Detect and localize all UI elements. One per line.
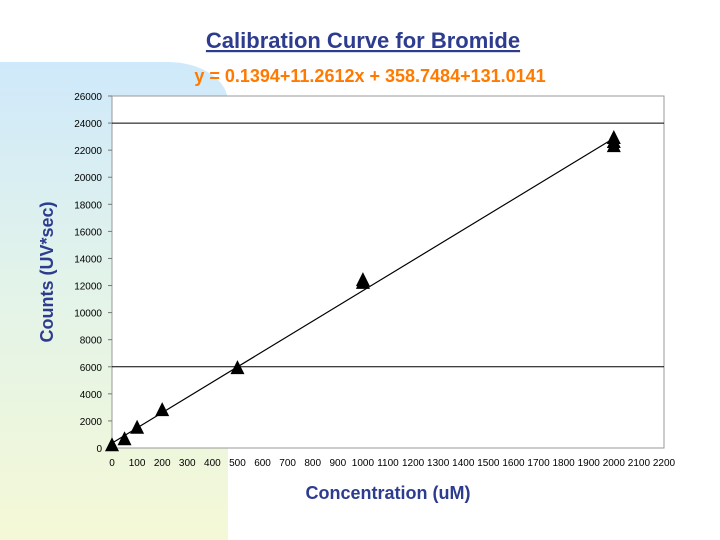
x-tick-label-500: 500 xyxy=(229,458,246,469)
y-tick-label-18000: 18000 xyxy=(74,200,102,211)
y-tick-label-24000: 24000 xyxy=(74,119,102,130)
data-point-marker xyxy=(130,419,145,434)
x-tick-label-2200: 2200 xyxy=(653,458,676,469)
x-tick-label-800: 800 xyxy=(304,458,321,469)
y-tick-label-14000: 14000 xyxy=(74,254,102,265)
data-point-marker xyxy=(105,437,119,452)
x-tick-label-100: 100 xyxy=(129,458,146,469)
x-tick-label-2100: 2100 xyxy=(628,458,651,469)
x-tick-label-1300: 1300 xyxy=(427,458,450,469)
x-axis-ticks: 0 100 200 300 400 500 600 700 800 900 1000 1100 1200… xyxy=(109,458,675,469)
x-tick-label-900: 900 xyxy=(329,458,346,469)
y-tick-label-4000: 4000 xyxy=(80,390,103,401)
x-tick-label-1000: 1000 xyxy=(352,458,375,469)
x-tick-label-1400: 1400 xyxy=(452,458,475,469)
x-tick-label-1900: 1900 xyxy=(578,458,601,469)
fit-line-layer xyxy=(111,137,615,444)
y-tick-label-0: 0 xyxy=(96,444,102,455)
fit-equation: y = 0.1394+11.2612x + 358.7484+131.0141 xyxy=(194,66,545,86)
y-tick-label-20000: 20000 xyxy=(74,173,102,184)
chart-title: Calibration Curve for Bromide xyxy=(206,28,520,53)
data-points xyxy=(105,129,621,452)
x-tick-label-200: 200 xyxy=(154,458,171,469)
y-tick-label-12000: 12000 xyxy=(74,282,102,293)
x-tick-label-1800: 1800 xyxy=(553,458,576,469)
x-tick-label-400: 400 xyxy=(204,458,221,469)
y-tick-label-16000: 16000 xyxy=(74,227,102,238)
x-tick-label-1500: 1500 xyxy=(477,458,500,469)
y-tick-label-6000: 6000 xyxy=(80,363,103,374)
data-point-marker xyxy=(230,360,245,375)
x-tick-label-1100: 1100 xyxy=(377,458,399,469)
data-point-marker xyxy=(355,272,370,287)
x-tick-label-1700: 1700 xyxy=(527,458,550,469)
x-tick-label-1600: 1600 xyxy=(502,458,525,469)
grid-layer xyxy=(112,122,664,368)
y-tick-label-2000: 2000 xyxy=(80,417,103,428)
data-point-marker xyxy=(117,431,132,446)
x-tick-label-2000: 2000 xyxy=(603,458,626,469)
y-axis-ticks: 0 2000 4000 6000 8000 10000 12000 14000 16000 180… xyxy=(74,92,112,455)
y-tick-label-22000: 22000 xyxy=(74,146,102,157)
fit-line xyxy=(111,137,615,444)
x-tick-label-600: 600 xyxy=(254,458,271,469)
x-tick-label-300: 300 xyxy=(179,458,196,469)
plot-area xyxy=(111,95,665,449)
data-point-marker xyxy=(155,402,170,417)
x-tick-label-700: 700 xyxy=(279,458,296,469)
x-tick-label-0: 0 xyxy=(109,458,115,469)
y-tick-label-26000: 26000 xyxy=(74,92,102,103)
y-axis-label: Counts (UV*sec) xyxy=(37,201,57,342)
y-tick-label-8000: 8000 xyxy=(80,336,103,347)
data-point-marker xyxy=(606,129,621,144)
x-axis-label: Concentration (uM) xyxy=(306,483,471,503)
y-tick-label-10000: 10000 xyxy=(74,309,102,320)
x-tick-label-1200: 1200 xyxy=(402,458,425,469)
